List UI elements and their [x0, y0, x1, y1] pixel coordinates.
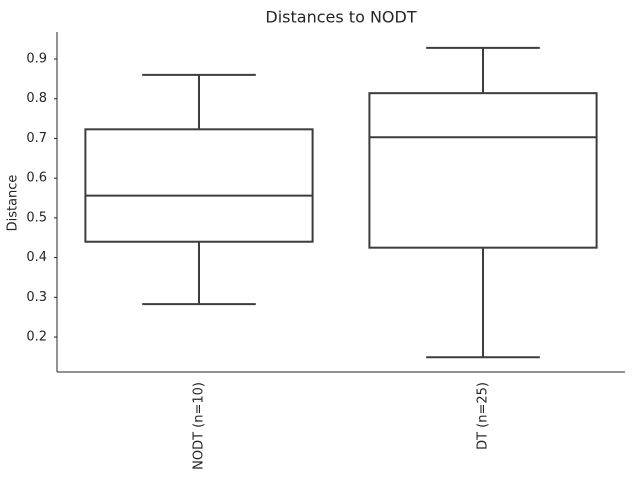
chart-title: Distances to NODT — [265, 8, 416, 27]
y-tick-label: 0.2 — [26, 330, 47, 345]
y-tick-label: 0.5 — [26, 210, 47, 225]
y-tick-label: 0.6 — [26, 171, 47, 186]
x-tick-label: DT (n=25) — [476, 382, 491, 450]
y-tick-label: 0.9 — [26, 52, 47, 67]
box — [84, 128, 314, 243]
box — [368, 92, 598, 249]
y-tick-label: 0.7 — [26, 131, 47, 146]
y-tick-label: 0.4 — [26, 250, 47, 265]
y-tick-label: 0.3 — [26, 290, 47, 305]
y-tick-label: 0.8 — [26, 91, 47, 106]
y-axis-label: Distance — [6, 175, 21, 232]
x-tick-label: NODT (n=10) — [192, 382, 207, 470]
